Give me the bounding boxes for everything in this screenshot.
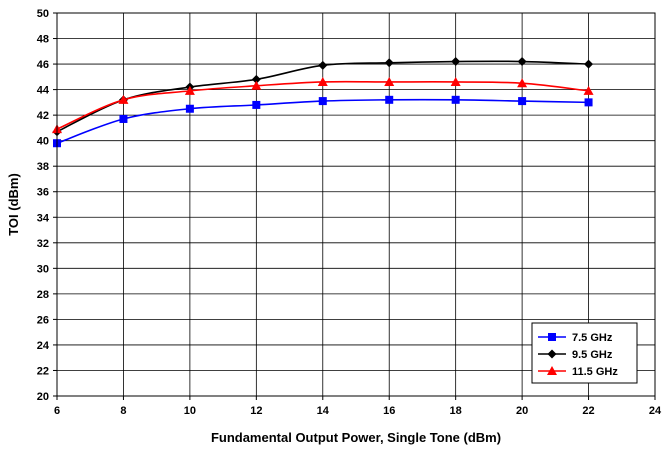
data-point [517, 57, 527, 67]
data-point [583, 85, 594, 95]
y-tick-label: 48 [37, 34, 49, 46]
y-tick-label: 40 [37, 136, 49, 148]
data-point [584, 98, 593, 107]
data-point [384, 58, 394, 68]
legend-item: 7.5 GHz [538, 332, 613, 344]
y-tick-label: 50 [37, 8, 49, 20]
legend-marker [547, 349, 557, 359]
data-point [385, 95, 394, 104]
y-tick-label: 42 [37, 110, 49, 122]
x-tick-label: 6 [54, 405, 60, 417]
x-tick-label: 16 [383, 405, 395, 417]
x-axis-label: Fundamental Output Power, Single Tone (d… [211, 430, 501, 445]
x-tick-label: 22 [582, 405, 594, 417]
legend-item: 9.5 GHz [538, 349, 613, 361]
series-group [52, 57, 594, 148]
y-tick-label: 20 [37, 391, 49, 403]
y-tick-label: 32 [37, 238, 49, 250]
data-point [251, 74, 261, 84]
x-tick-label: 8 [120, 405, 126, 417]
x-tick-label: 12 [250, 405, 262, 417]
x-axis-ticks: 6 8 10 12 14 16 18 20 22 24 [54, 396, 662, 417]
data-point [518, 97, 527, 106]
x-tick-label: 20 [516, 405, 528, 417]
plot-area-border [56, 12, 656, 397]
data-point [451, 57, 461, 67]
data-point [252, 100, 261, 109]
legend: 7.5 GHz 9.5 GHz 11.5 GHz [531, 322, 638, 384]
legend-label: 11.5 GHz [572, 366, 618, 378]
data-point [119, 114, 128, 123]
data-point [451, 95, 460, 104]
x-tick-label: 24 [649, 405, 662, 417]
series-1 [53, 95, 593, 148]
y-tick-label: 36 [37, 187, 49, 199]
data-point [118, 94, 129, 104]
data-point [384, 76, 395, 86]
legend-label: 9.5 GHz [572, 349, 613, 361]
data-point [318, 97, 327, 106]
y-tick-label: 22 [37, 365, 49, 377]
data-point [251, 80, 262, 90]
y-tick-label: 38 [37, 161, 49, 173]
y-axis-label: TOI (dBm) [6, 173, 21, 236]
x-tick-label: 14 [317, 405, 330, 417]
data-point [184, 85, 195, 95]
grid [56, 12, 656, 397]
y-axis-ticks: 20 22 24 26 28 30 32 34 36 38 40 42 44 46 48 50 [37, 8, 57, 403]
y-tick-label: 34 [37, 212, 50, 224]
legend-marker [547, 366, 557, 375]
series-3 [52, 76, 594, 134]
x-tick-label: 18 [450, 405, 462, 417]
data-point [318, 60, 328, 70]
y-tick-label: 28 [37, 289, 49, 301]
legend-label: 7.5 GHz [572, 332, 613, 344]
data-point [317, 76, 328, 86]
data-point [584, 59, 594, 69]
data-point [517, 78, 528, 88]
x-tick-label: 10 [184, 405, 196, 417]
series-2 [52, 57, 594, 137]
y-tick-label: 46 [37, 59, 49, 71]
y-tick-label: 44 [37, 85, 50, 97]
data-point [185, 104, 194, 113]
legend-item: 11.5 GHz [538, 366, 618, 378]
y-tick-label: 30 [37, 263, 49, 275]
data-point [450, 76, 461, 86]
y-tick-label: 24 [37, 340, 50, 352]
legend-marker [548, 333, 556, 341]
y-tick-label: 26 [37, 314, 49, 326]
